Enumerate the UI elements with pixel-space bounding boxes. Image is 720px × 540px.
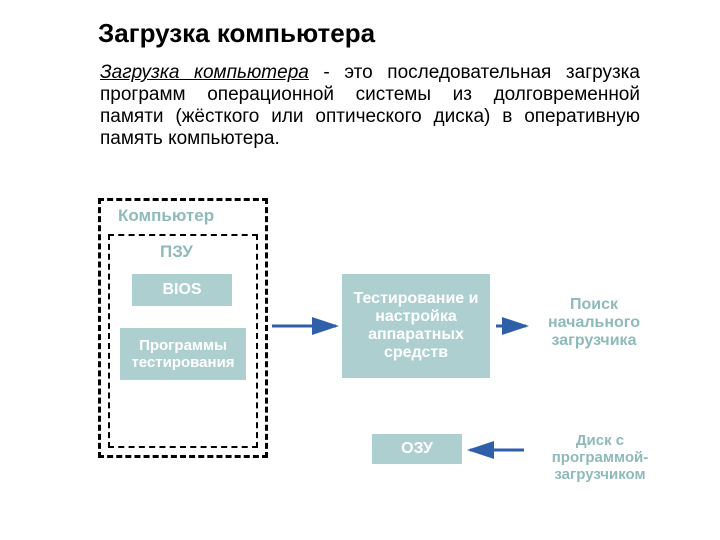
pzu-label: ПЗУ: [160, 242, 193, 262]
definition-paragraph: Загрузка компьютера - это последовательн…: [100, 62, 640, 150]
bios-box: BIOS: [130, 272, 234, 308]
definition-term: Загрузка компьютера: [100, 62, 309, 83]
computer-label: Компьютер: [118, 206, 214, 226]
testing-box: Тестирование и настройка аппаратных сред…: [340, 272, 492, 380]
test-programs-box: Программы тестирования: [118, 326, 248, 382]
search-bootloader-box: Поиск начального загрузчика: [530, 284, 658, 362]
page-title: Загрузка компьютера: [98, 18, 375, 49]
ozu-box: ОЗУ: [370, 432, 464, 466]
disk-bootloader-box: Диск с программой-загрузчиком: [530, 418, 670, 496]
